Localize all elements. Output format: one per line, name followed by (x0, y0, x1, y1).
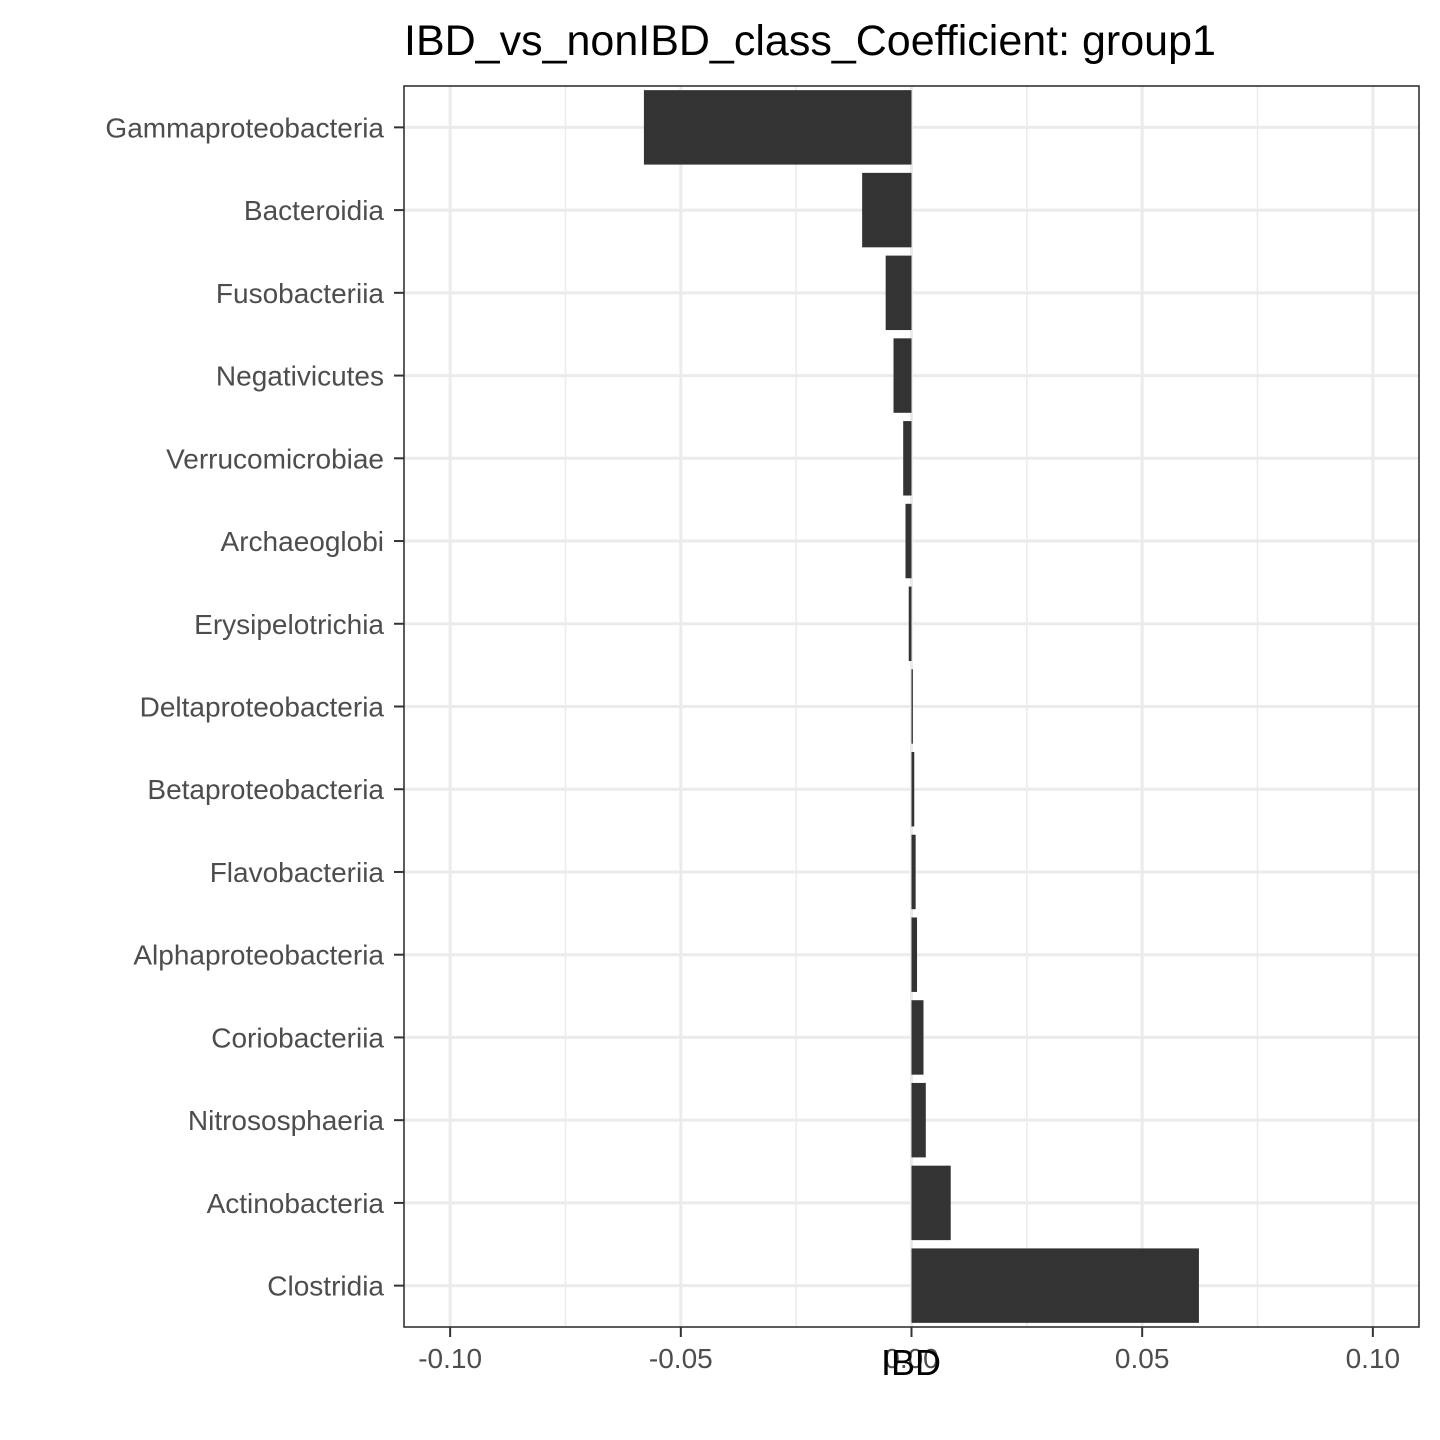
y-tick-label: Erysipelotrichia (194, 609, 384, 640)
bar (908, 586, 912, 661)
bar (911, 834, 916, 910)
bars (643, 90, 1199, 1323)
bar (905, 503, 912, 579)
y-tick-label: Bacteroidia (244, 195, 385, 226)
y-tick-label: Fusobacteriia (216, 278, 385, 309)
y-tick-label: Alphaproteobacteria (133, 940, 384, 971)
y-tick-label: Clostridia (267, 1271, 384, 1302)
x-tick-label: -0.05 (649, 1343, 713, 1374)
x-tick-label: 0.05 (1115, 1343, 1170, 1374)
y-tick-label: Flavobacteriia (210, 857, 385, 888)
y-tick-label: Verrucomicrobiae (166, 443, 384, 474)
chart-title: IBD_vs_nonIBD_class_Coefficient: group1 (404, 17, 1216, 65)
x-axis-label: IBD (881, 1342, 941, 1383)
y-tick-label: Deltaproteobacteria (140, 692, 385, 723)
y-tick-label: Nitrososphaeria (188, 1105, 385, 1136)
x-tick-label: 0.00 (884, 1343, 939, 1374)
bar (911, 669, 913, 744)
y-axis: Gammaproteobacteria Bacteroidia Fusobacter… (105, 112, 404, 1302)
y-tick-label: Actinobacteria (207, 1188, 385, 1219)
y-tick-label: Negativicutes (216, 361, 384, 392)
bar (911, 1165, 951, 1241)
x-tick-label: -0.10 (418, 1343, 482, 1374)
bar (903, 421, 912, 496)
y-tick-label: Archaeoglobi (221, 526, 384, 557)
x-tick-label: 0.10 (1346, 1343, 1401, 1374)
bar (893, 338, 912, 413)
bar (911, 1000, 924, 1075)
bar (862, 172, 912, 248)
bar (911, 1248, 1199, 1323)
bar (885, 255, 912, 331)
y-tick-label: Coriobacteriia (211, 1022, 384, 1053)
bar (911, 752, 915, 827)
y-tick-label: Gammaproteobacteria (105, 112, 384, 143)
bar (911, 1082, 926, 1158)
y-tick-label: Betaproteobacteria (147, 774, 384, 805)
bar (911, 917, 918, 992)
bar (643, 90, 912, 165)
x-axis: -0.10 -0.05 0.00 0.05 0.10 (418, 1327, 1400, 1374)
